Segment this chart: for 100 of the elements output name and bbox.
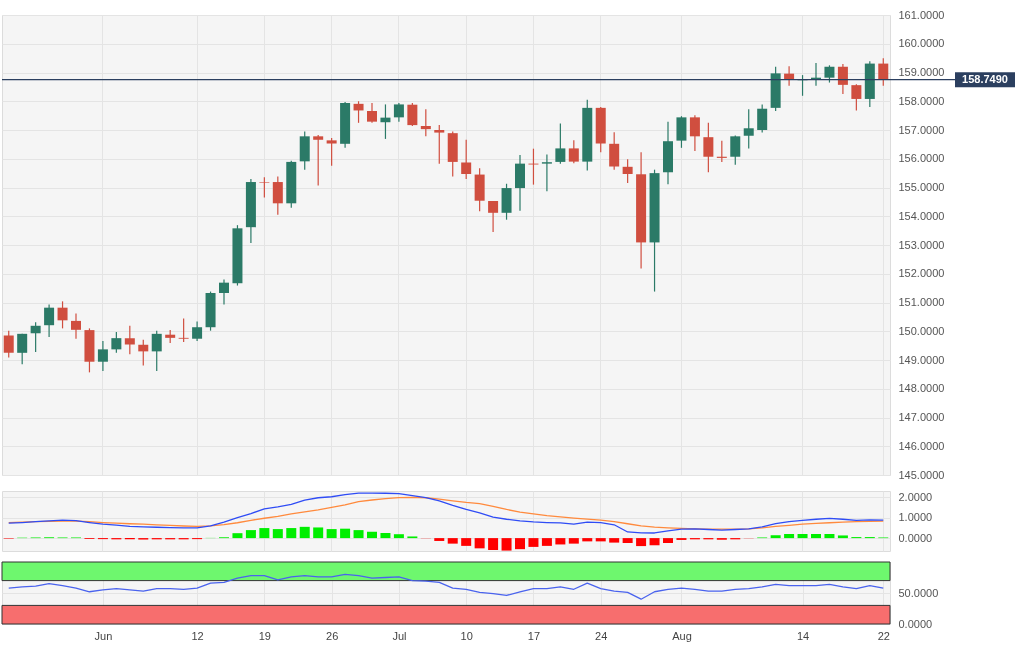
- bar: [568, 538, 579, 544]
- bar: [353, 530, 364, 539]
- candlestick: [367, 102, 377, 124]
- candlestick: [837, 63, 848, 95]
- bar: [245, 530, 256, 539]
- y-tick-label: 152.0000: [898, 267, 945, 280]
- candlestick: [57, 300, 68, 329]
- bar: [340, 528, 351, 539]
- x-tick-label: 22: [877, 629, 890, 642]
- candlestick: [3, 330, 14, 359]
- candlestick: [622, 158, 633, 184]
- candlestick: [609, 131, 620, 171]
- y-tick-label: 154.0000: [898, 209, 945, 222]
- candlestick: [313, 134, 324, 187]
- y-tick-label: 155.0000: [898, 181, 945, 193]
- candlestick: [689, 114, 700, 152]
- bar: [515, 538, 525, 550]
- candlestick: [488, 200, 499, 233]
- x-tick-label: 14: [796, 629, 810, 642]
- bar: [474, 538, 485, 549]
- x-tick-label: 24: [595, 629, 608, 642]
- y-tick-label: 0.0000: [898, 617, 933, 630]
- bar: [649, 538, 660, 546]
- x-tick-label: Jul: [392, 629, 407, 642]
- candlestick: [393, 102, 404, 123]
- candlestick: [219, 278, 229, 306]
- candlestick: [178, 318, 189, 343]
- candlestick: [851, 83, 862, 112]
- candlestick: [259, 176, 270, 199]
- candlestick: [461, 139, 472, 180]
- bar: [636, 538, 647, 547]
- candlestick: [676, 115, 687, 149]
- bar: [541, 538, 552, 546]
- bar: [434, 538, 445, 541]
- bar: [299, 526, 310, 539]
- bar: [837, 535, 848, 539]
- y-tick-label: 156.0000: [898, 152, 945, 165]
- y-tick-label: 2.0000: [898, 490, 933, 503]
- bar: [609, 538, 620, 543]
- y-tick-label: 145.0000: [898, 468, 945, 481]
- candlestick: [743, 108, 754, 149]
- x-tick-label: Jun: [94, 629, 113, 642]
- bar: [622, 538, 633, 544]
- candlestick: [192, 320, 203, 342]
- y-tick-label: 160.0000: [898, 37, 945, 50]
- y-tick-label: 148.0000: [898, 382, 945, 395]
- y-tick-label: 153.0000: [898, 238, 945, 251]
- bar: [555, 538, 566, 545]
- candlestick: [730, 134, 741, 166]
- bar: [770, 535, 781, 539]
- bar: [582, 538, 593, 542]
- bar: [488, 538, 499, 550]
- y-tick-label: 150.0000: [898, 324, 945, 337]
- candlestick: [703, 122, 714, 173]
- bar: [528, 538, 539, 547]
- bar: [784, 534, 795, 539]
- candlestick: [30, 321, 41, 353]
- bar: [259, 528, 270, 539]
- y-tick-label: 0.0000: [898, 531, 933, 544]
- candlestick: [272, 175, 283, 216]
- y-tick-label: 157.0000: [898, 123, 945, 136]
- x-tick-label: 10: [460, 629, 473, 642]
- bar: [367, 531, 377, 539]
- y-tick-label: 147.0000: [898, 411, 945, 423]
- x-tick-label: 12: [191, 629, 204, 642]
- bar: [380, 532, 391, 539]
- x-tick-label: 19: [258, 629, 271, 642]
- candlestick: [541, 153, 552, 192]
- x-tick-label: Aug: [672, 629, 692, 642]
- bar: [272, 529, 283, 539]
- bar: [824, 534, 835, 539]
- bar: [595, 538, 606, 542]
- candlestick: [71, 312, 81, 340]
- x-tick-label: 26: [326, 629, 339, 642]
- candlestick: [17, 333, 28, 365]
- y-tick-label: 159.0000: [898, 66, 945, 78]
- ref-line-label: 158.7490: [962, 72, 1008, 85]
- y-tick-label: 50.0000: [898, 586, 939, 599]
- bar: [797, 534, 808, 539]
- bar: [326, 529, 337, 539]
- y-tick-label: 158.0000: [898, 94, 945, 107]
- y-tick-label: 146.0000: [898, 439, 945, 452]
- candlestick: [138, 339, 149, 367]
- bar: [232, 533, 243, 539]
- bar: [461, 538, 472, 546]
- candlestick: [528, 148, 539, 186]
- bar: [447, 538, 458, 544]
- candlestick: [111, 331, 122, 354]
- line-series: [8, 573, 884, 600]
- bar: [393, 534, 404, 539]
- candlestick: [97, 340, 108, 372]
- candlestick: [555, 122, 566, 165]
- bar: [501, 538, 512, 551]
- y-tick-label: 149.0000: [898, 353, 945, 366]
- candlestick: [568, 139, 579, 164]
- bar: [313, 527, 324, 539]
- candlestick: [434, 124, 445, 165]
- candlestick: [124, 325, 135, 355]
- bar: [811, 534, 821, 539]
- candlestick: [420, 108, 431, 137]
